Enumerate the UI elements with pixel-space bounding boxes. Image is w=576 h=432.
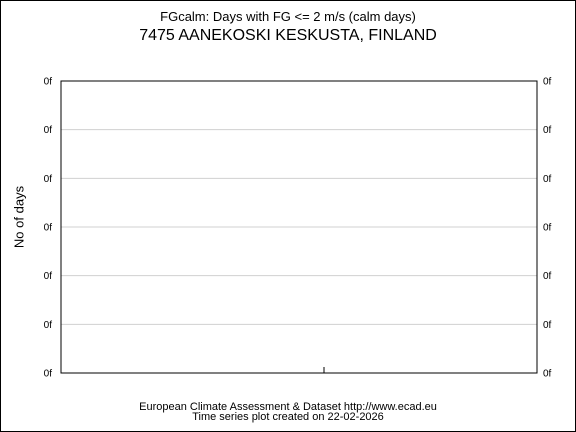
y-tick-label-left: 0f xyxy=(44,271,53,282)
gridlines xyxy=(61,129,537,325)
chart-title: FGcalm: Days with FG <= 2 m/s (calm days… xyxy=(160,9,416,24)
y-tick-label-left: 0f xyxy=(44,369,53,380)
y-tick-label-right: 0f xyxy=(543,320,552,331)
footer-source: European Climate Assessment & Dataset ht… xyxy=(139,401,437,413)
y-tick-label-right: 0f xyxy=(543,174,552,185)
y-tick-label-right: 0f xyxy=(543,77,552,88)
plot-border xyxy=(60,80,538,374)
y-tick-label-left: 0f xyxy=(44,223,53,234)
y-tick-label-left: 0f xyxy=(44,320,53,331)
chart-subtitle: 7475 AANEKOSKI KESKUSTA, FINLAND xyxy=(139,27,437,44)
y-tick-label-right: 0f xyxy=(543,125,552,136)
y-tick-label-left: 0f xyxy=(44,77,53,88)
y-tick-label-left: 0f xyxy=(44,125,53,136)
y-tick-label-right: 0f xyxy=(543,369,552,380)
y-tick-label-right: 0f xyxy=(543,271,552,282)
y-tick-label-left: 0f xyxy=(44,174,53,185)
footer-created: Time series plot created on 22-02-2026 xyxy=(192,411,384,423)
y-tick-labels: 0f 0f 0f 0f 0f 0f 0f 0f 0f 0f 0f 0f 0f 0f xyxy=(44,77,552,380)
y-tick-label-right: 0f xyxy=(543,223,552,234)
